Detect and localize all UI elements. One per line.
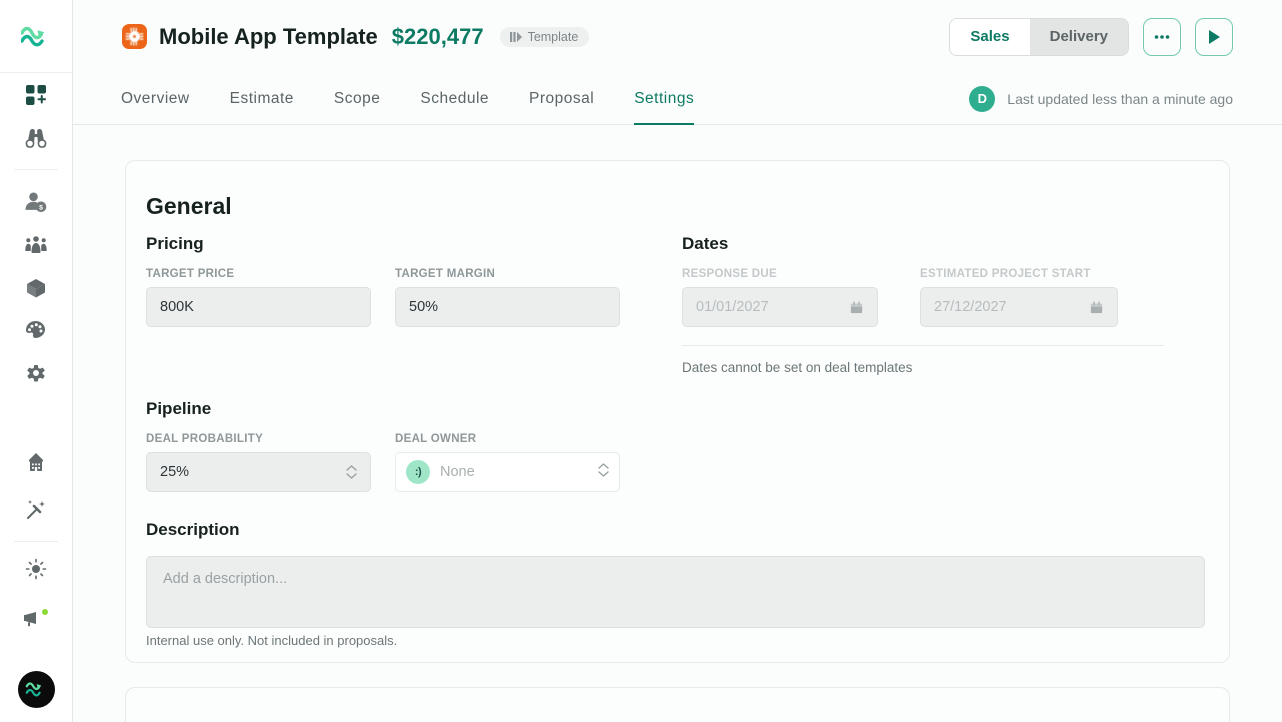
svg-text:$: $ — [39, 204, 43, 211]
